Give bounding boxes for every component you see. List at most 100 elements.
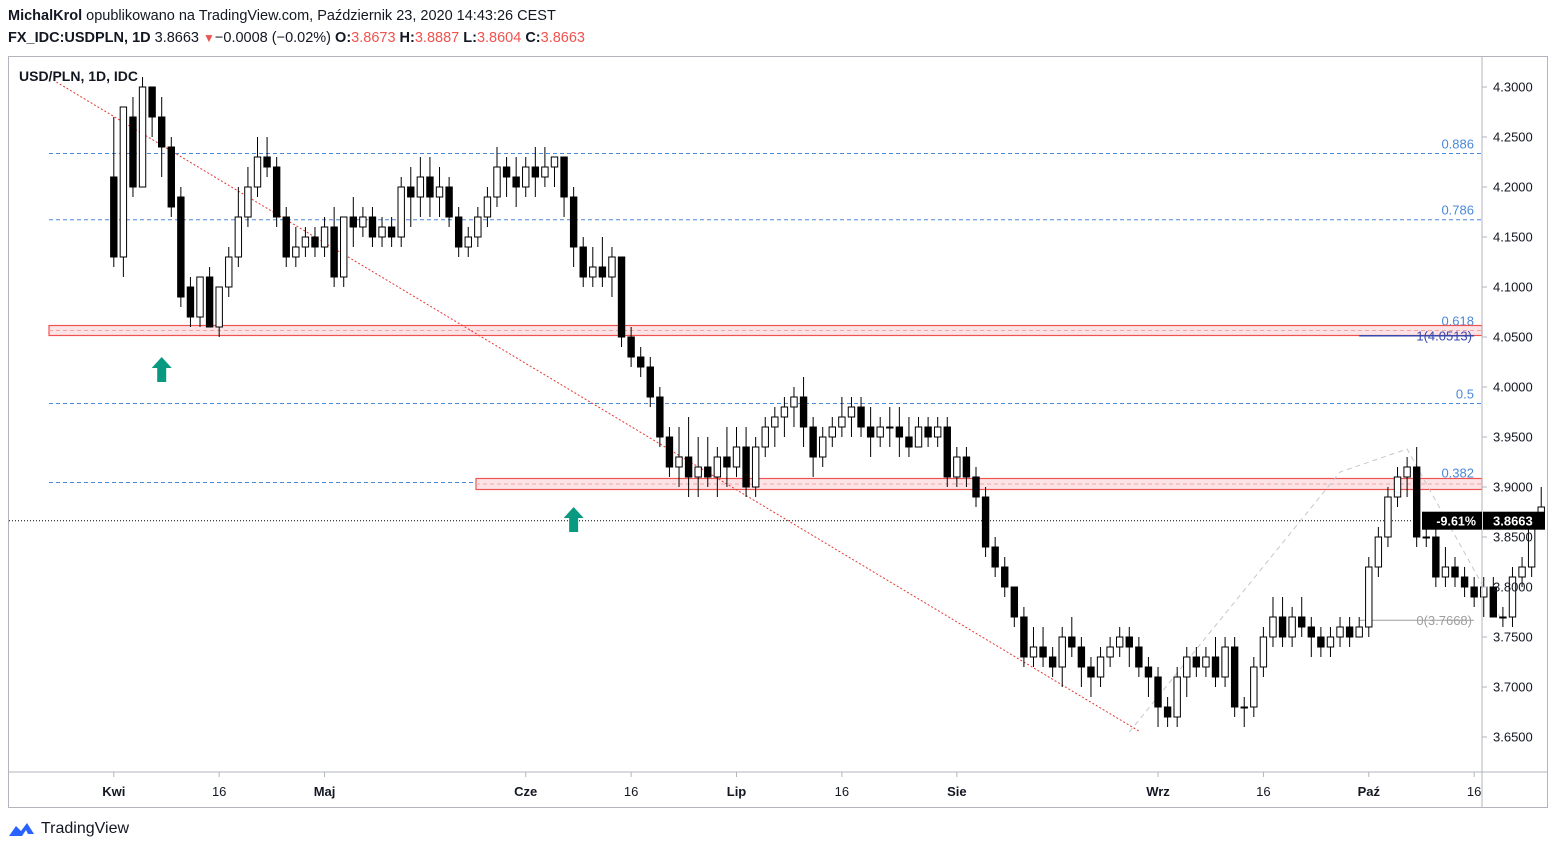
candle-body[interactable] — [407, 186, 415, 198]
candle-body[interactable] — [1365, 566, 1373, 628]
candle-body[interactable] — [1001, 566, 1009, 588]
candle-body[interactable] — [493, 166, 501, 198]
candle-body[interactable] — [186, 286, 195, 318]
candle-body[interactable] — [569, 196, 578, 248]
candle-body[interactable] — [1259, 636, 1268, 668]
candle-body[interactable] — [512, 176, 520, 188]
candle-body[interactable] — [454, 216, 463, 248]
candle-body[interactable] — [1374, 536, 1383, 568]
candle-body[interactable] — [1470, 586, 1478, 598]
candle-body[interactable] — [675, 456, 683, 468]
candle-body[interactable] — [598, 266, 607, 278]
candle-body[interactable] — [751, 446, 760, 488]
candle-body[interactable] — [924, 426, 932, 438]
candle-body[interactable] — [292, 246, 300, 258]
candle-body[interactable] — [627, 336, 635, 358]
candle-body[interactable] — [895, 426, 904, 438]
candle-body[interactable] — [1230, 646, 1239, 708]
candle-body[interactable] — [1039, 646, 1047, 658]
candle-body[interactable] — [732, 446, 741, 468]
candle-body[interactable] — [1096, 656, 1105, 678]
candle-body[interactable] — [694, 466, 702, 478]
candle-body[interactable] — [215, 286, 223, 328]
candle-body[interactable] — [1336, 626, 1344, 638]
candle-body[interactable] — [1154, 676, 1162, 708]
candle-body[interactable] — [1106, 646, 1114, 658]
chart-frame[interactable]: 0.886 0.786 0.618 0.5 0.382 1(4.0513) 0(3.7668… — [8, 56, 1548, 808]
candle-body[interactable] — [340, 216, 348, 278]
candle-body[interactable] — [253, 156, 262, 188]
candle-body[interactable] — [1211, 656, 1220, 678]
candle-body[interactable] — [196, 276, 204, 318]
candle-body[interactable] — [876, 426, 884, 438]
candle-body[interactable] — [541, 166, 549, 178]
candle-body[interactable] — [1518, 566, 1526, 578]
candle-body[interactable] — [1403, 466, 1411, 478]
candle-body[interactable] — [646, 366, 654, 398]
candle-body[interactable] — [1163, 706, 1172, 718]
candle-body[interactable] — [138, 86, 147, 188]
candle-body[interactable] — [1422, 536, 1430, 539]
candle-body[interactable] — [1345, 626, 1354, 638]
candle-body[interactable] — [1508, 576, 1517, 618]
candle-body[interactable] — [397, 186, 405, 238]
tradingview-logo-icon[interactable] — [8, 820, 36, 838]
candle-body[interactable] — [272, 166, 281, 218]
candle-body[interactable] — [886, 426, 894, 429]
projection-path[interactable] — [1128, 448, 1504, 733]
candle-body[interactable] — [1125, 636, 1133, 648]
candle-body[interactable] — [1116, 636, 1124, 648]
candle-body[interactable] — [158, 116, 166, 148]
candle-body[interactable] — [378, 226, 386, 238]
candle-body[interactable] — [962, 456, 971, 478]
candle-body[interactable] — [1183, 656, 1191, 678]
candle-body[interactable] — [320, 226, 329, 248]
candle-body[interactable] — [742, 446, 750, 488]
candle-body[interactable] — [1278, 616, 1287, 638]
candle-body[interactable] — [943, 426, 951, 478]
candle-body[interactable] — [857, 406, 865, 428]
candle-body[interactable] — [110, 176, 118, 258]
candle-body[interactable] — [1384, 496, 1392, 538]
candle-body[interactable] — [244, 186, 252, 218]
candle-body[interactable] — [167, 146, 175, 208]
candle-body[interactable] — [349, 216, 358, 228]
candle-body[interactable] — [1326, 636, 1335, 648]
candle-body[interactable] — [704, 466, 712, 478]
candle-body[interactable] — [1221, 646, 1229, 678]
author-name[interactable]: MichalKrol — [8, 8, 83, 24]
candle-body[interactable] — [819, 436, 827, 458]
candle-body[interactable] — [435, 186, 444, 198]
candle-body[interactable] — [225, 256, 233, 288]
candle-body[interactable] — [330, 226, 338, 278]
candle-body[interactable] — [474, 216, 482, 238]
candle-body[interactable] — [790, 396, 798, 408]
candle-body[interactable] — [205, 276, 214, 328]
candle-body[interactable] — [301, 236, 310, 248]
candle-body[interactable] — [1460, 576, 1469, 588]
candle-body[interactable] — [1317, 636, 1325, 648]
up-arrow-icon[interactable] — [151, 357, 172, 382]
candle-body[interactable] — [1432, 536, 1440, 578]
candle-body[interactable] — [1441, 566, 1450, 578]
candle-body[interactable] — [1240, 706, 1248, 709]
candle-body[interactable] — [311, 236, 319, 248]
candle-body[interactable] — [464, 236, 472, 248]
candle-body[interactable] — [531, 166, 540, 178]
candle-body[interactable] — [905, 436, 913, 448]
candle-body[interactable] — [1288, 616, 1296, 638]
candle-body[interactable] — [177, 196, 185, 298]
candle-body[interactable] — [1029, 646, 1038, 658]
candle-body[interactable] — [483, 196, 492, 218]
candle-body[interactable] — [1412, 466, 1421, 538]
candle-body[interactable] — [502, 166, 511, 178]
candle-body[interactable] — [1020, 616, 1028, 658]
candle-body[interactable] — [914, 426, 923, 448]
downtrend-line[interactable] — [56, 81, 1140, 732]
candle-body[interactable] — [1058, 636, 1066, 668]
candle-body[interactable] — [1489, 586, 1498, 618]
candle-body[interactable] — [1393, 476, 1402, 498]
candle-body[interactable] — [684, 456, 693, 478]
candle-body[interactable] — [656, 396, 664, 438]
candle-body[interactable] — [713, 456, 722, 478]
